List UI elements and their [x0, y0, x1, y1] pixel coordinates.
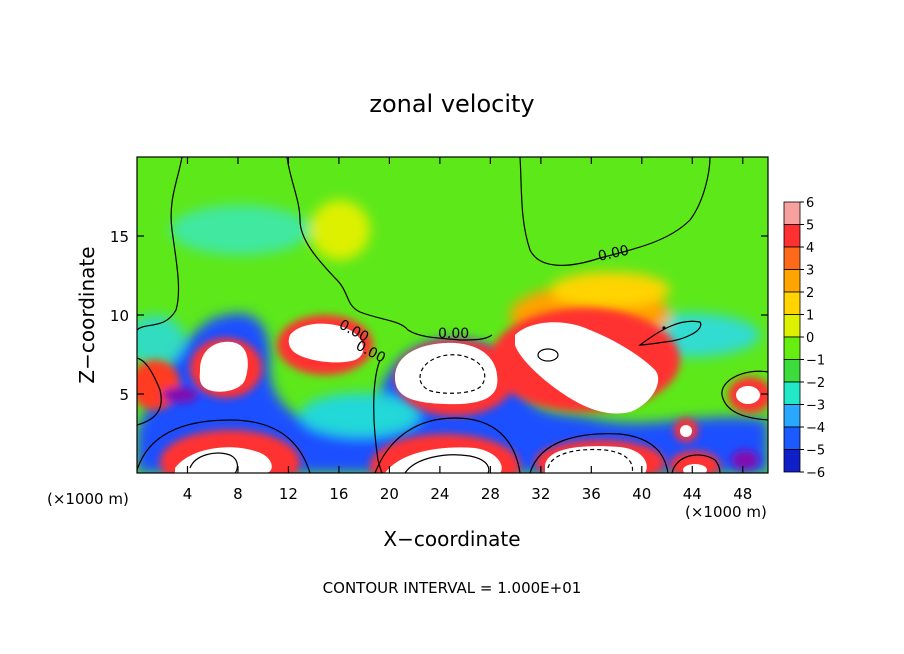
colorbar-swatch	[783, 381, 801, 405]
colorbar-swatch	[783, 269, 801, 293]
contour-dot	[662, 326, 666, 330]
colorbar-label: −4	[806, 421, 825, 436]
colorbar-label: −6	[806, 466, 825, 481]
contour-label: 0.00	[597, 243, 631, 265]
contour-lines	[137, 157, 768, 473]
contour-zero-1	[137, 157, 183, 331]
field-yellow-upper	[310, 200, 370, 260]
colorbar-label: 1	[806, 309, 814, 324]
colorbar-swatch	[783, 336, 801, 360]
colorbar-label: −2	[806, 376, 825, 391]
x-tick-label: 24	[430, 485, 449, 503]
contour-inner-1	[189, 452, 238, 473]
x-tick-label: 8	[233, 485, 243, 503]
contour-dash-2	[547, 448, 634, 473]
y-tick-label: 10	[110, 307, 129, 325]
field-cyan-upper-left	[170, 205, 310, 255]
white-core-4	[515, 322, 659, 414]
colorbar-swatch	[783, 224, 801, 248]
colorbar-label: −1	[806, 354, 825, 369]
y-axis-label: Z−coordinate	[75, 246, 99, 383]
colorbar-label: 4	[806, 241, 814, 256]
x-unit-right: (×1000 m)	[685, 503, 767, 521]
colorbar-label: −3	[806, 399, 825, 414]
contour-zero-10	[721, 370, 768, 421]
white-core-9	[680, 425, 692, 437]
x-tick-label: 16	[329, 485, 348, 503]
contour-inner-2	[404, 454, 490, 473]
y-tick-label: 5	[119, 386, 129, 404]
contour-zero-7	[529, 433, 669, 473]
colorbar-label: 5	[806, 219, 814, 234]
y-tick-label: 15	[110, 228, 129, 246]
contour-zero-4	[638, 320, 702, 346]
white-core-3	[395, 342, 498, 405]
colorbar-swatch	[783, 449, 801, 473]
white-core-10	[683, 464, 707, 473]
colorbar-label: 6	[806, 196, 814, 211]
x-axis-label: X−coordinate	[383, 527, 520, 551]
field-purple-left	[162, 387, 198, 403]
colorbar-label: −5	[806, 444, 825, 459]
y-axis-ticks: 5 10 15	[110, 228, 768, 404]
colorbar-label: 3	[806, 264, 814, 279]
field-yellow-right	[550, 272, 670, 308]
contour-interval-note: CONTOUR INTERVAL = 1.000E+01	[323, 579, 582, 597]
field-cyan-center	[300, 393, 420, 437]
contour-zero-6	[374, 417, 521, 473]
colorbar-swatch	[783, 404, 801, 428]
contour-zero-5	[137, 419, 311, 473]
white-core-5	[175, 447, 272, 473]
white-core-8	[736, 386, 760, 404]
colorbar-swatch	[783, 201, 801, 225]
contour-inner-3	[537, 348, 559, 362]
contour-zero-9	[137, 357, 162, 426]
white-core-6	[385, 447, 502, 473]
velocity-field	[137, 157, 768, 473]
colorbar: 6 5 4 3 2 1 0 −1 −2 −3 −4 −5 −6	[783, 196, 825, 481]
x-axis-ticks: 4 8 12 16 20 24 28 32 36 40 44 48	[183, 157, 752, 503]
contour-zero-11	[373, 359, 383, 473]
x-tick-label: 32	[531, 485, 550, 503]
white-core-7	[545, 446, 647, 473]
contour-dash-1	[419, 354, 486, 394]
x-tick-label: 48	[733, 485, 752, 503]
x-tick-label: 28	[481, 485, 500, 503]
colorbar-swatch	[783, 246, 801, 270]
white-core-2	[288, 323, 364, 363]
contour-zero-8	[671, 454, 721, 473]
colorbar-label: 0	[806, 331, 814, 346]
contour-zero-2	[286, 157, 493, 341]
field-purple-bottom	[731, 450, 759, 470]
x-tick-label: 40	[632, 485, 651, 503]
x-tick-label: 4	[183, 485, 193, 503]
x-tick-label: 20	[380, 485, 399, 503]
x-tick-label: 12	[279, 485, 298, 503]
contour-label: 0.00	[438, 326, 469, 342]
colorbar-swatch	[783, 291, 801, 315]
field-cyan-left	[137, 315, 185, 365]
white-core-1	[199, 341, 248, 392]
colorbar-swatch	[783, 314, 801, 338]
chart-title: zonal velocity	[369, 90, 534, 118]
contour-zero-3	[519, 157, 711, 266]
colorbar-swatch	[783, 359, 801, 383]
colorbar-label: 2	[806, 286, 814, 301]
x-unit-left: (×1000 m)	[47, 490, 129, 508]
x-tick-label: 44	[683, 485, 702, 503]
colorbar-swatch	[783, 426, 801, 450]
x-tick-label: 36	[582, 485, 601, 503]
